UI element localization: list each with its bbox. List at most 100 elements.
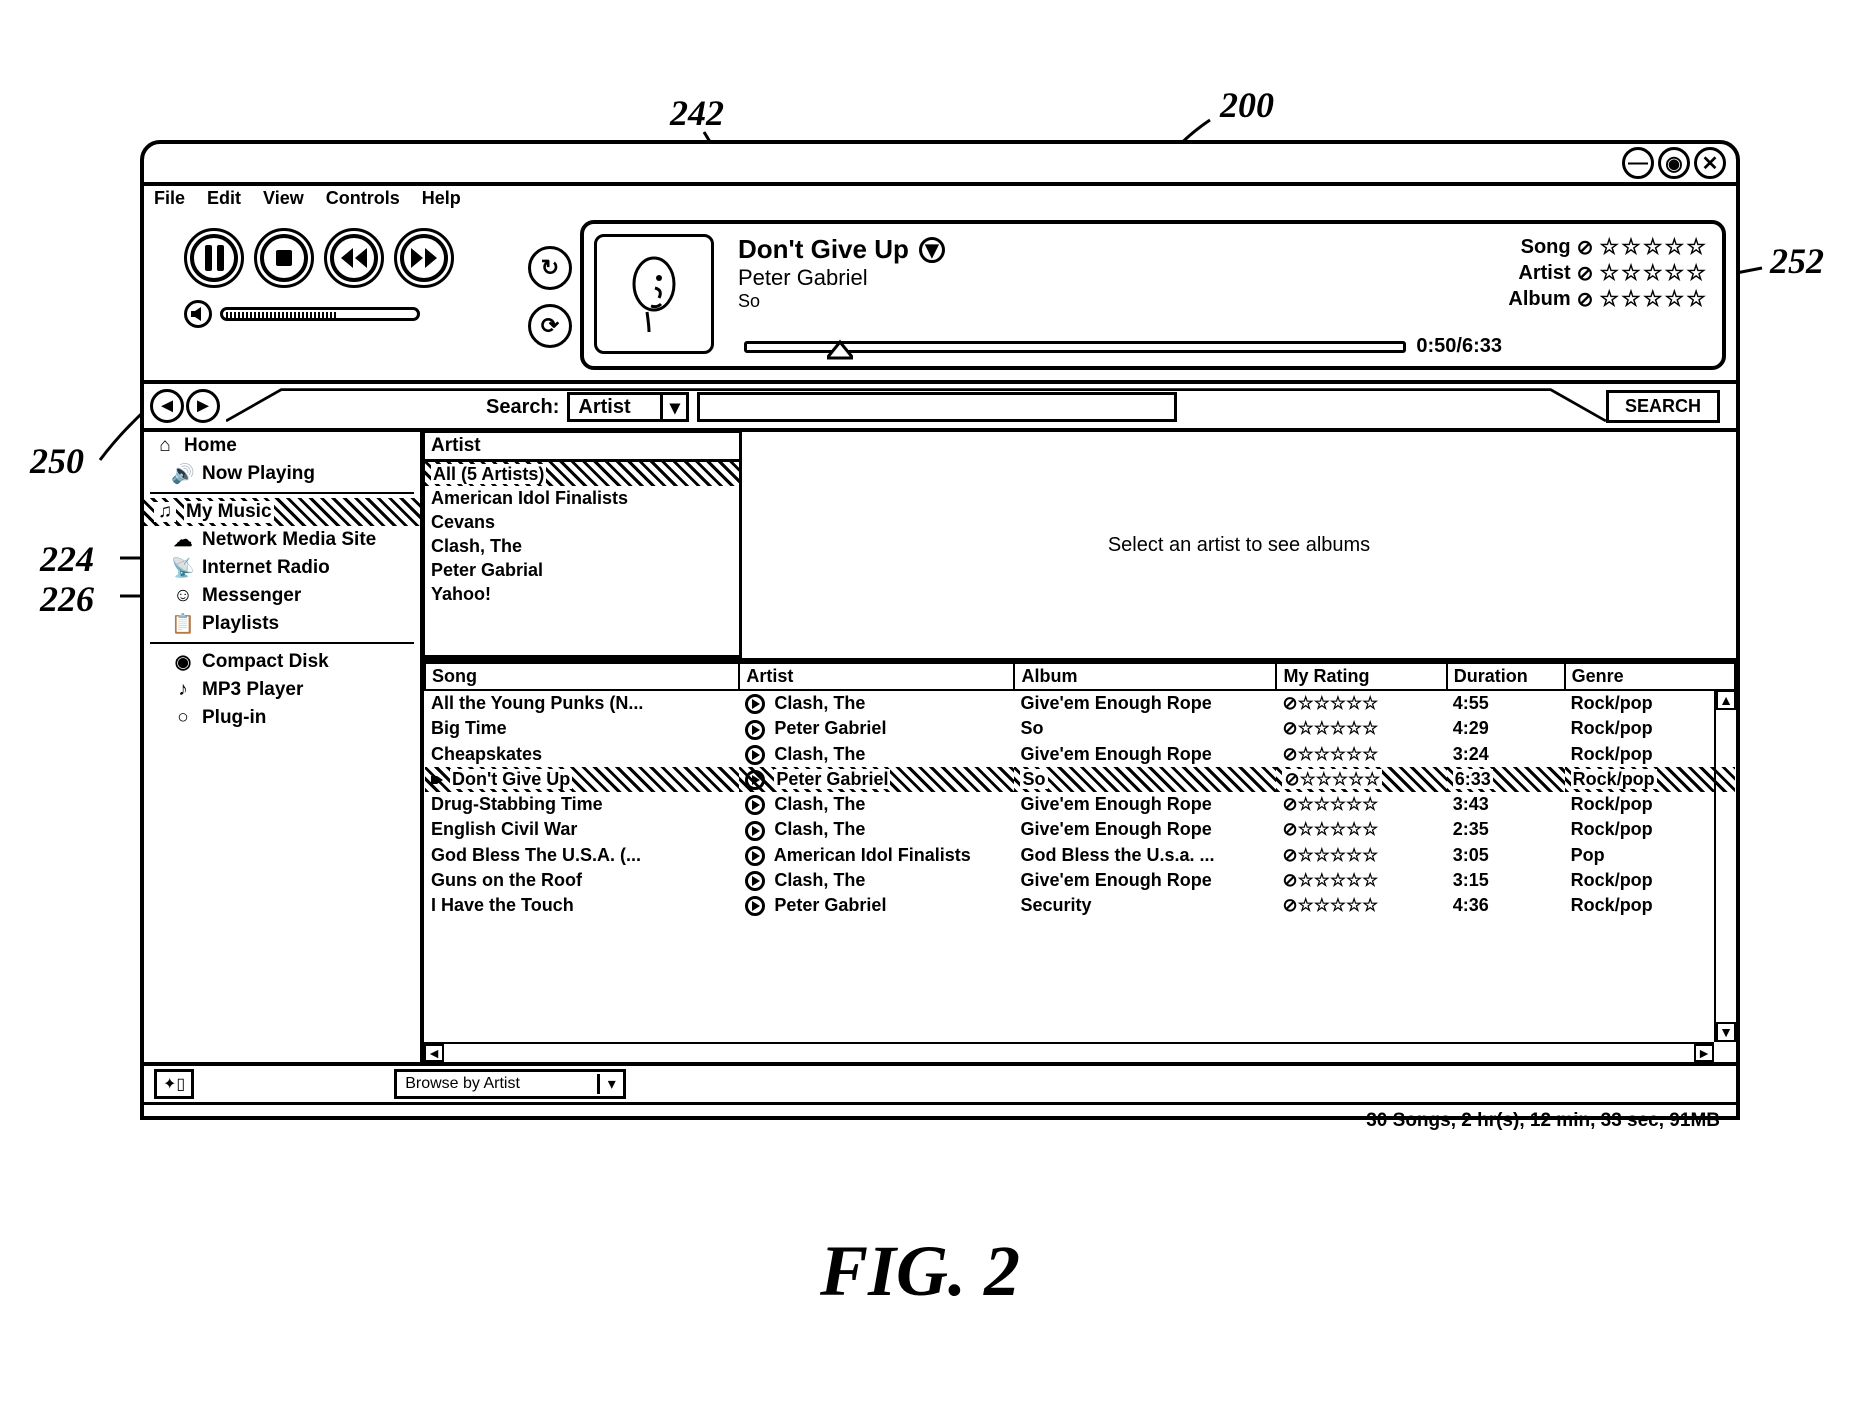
menu-controls[interactable]: Controls [326, 188, 400, 212]
close-button[interactable]: ✕ [1694, 147, 1726, 179]
no-rating-icon[interactable]: ⊘ [1577, 235, 1594, 260]
pause-button[interactable] [190, 234, 238, 282]
menu-file[interactable]: File [154, 188, 185, 212]
rating-song-stars[interactable]: ☆☆☆☆☆ [1599, 234, 1708, 260]
sidebar-item-now-playing[interactable]: 🔊Now Playing [144, 460, 420, 488]
table-row[interactable]: God Bless The U.S.A. (... American Idol … [425, 843, 1735, 868]
sidebar-item-plugin[interactable]: ○Plug-in [144, 704, 420, 732]
col-album[interactable]: Album [1014, 663, 1276, 690]
repeat-button[interactable]: ⟳ [528, 304, 572, 348]
vertical-scrollbar[interactable]: ▲▼ [1714, 690, 1736, 1042]
sidebar-item-messenger[interactable]: ☺Messenger [144, 582, 420, 610]
sidebar: ⌂Home 🔊Now Playing ♫My Music ☁Network Me… [144, 432, 424, 1062]
minimize-button[interactable]: — [1622, 147, 1654, 179]
status-bar: 30 Songs, 2 hr(s), 12 min, 33 sec, 91MB [144, 1102, 1736, 1136]
rating-artist-stars[interactable]: ☆☆☆☆☆ [1599, 260, 1708, 286]
table-row[interactable]: Big Time Peter GabrielSo⊘☆☆☆☆☆4:29Rock/p… [425, 716, 1735, 741]
nav-back-button[interactable]: ◄ [150, 389, 184, 423]
horizontal-scrollbar[interactable]: ◄► [424, 1042, 1714, 1062]
play-icon[interactable] [745, 770, 765, 790]
titlebar: — ◉ ✕ [144, 144, 1736, 186]
table-row[interactable]: Guns on the Roof Clash, TheGive'em Enoug… [425, 868, 1735, 893]
menu-edit[interactable]: Edit [207, 188, 241, 212]
no-rating-icon[interactable]: ⊘ [1577, 261, 1594, 286]
search-input[interactable] [697, 392, 1177, 422]
sidebar-item-home[interactable]: ⌂Home [144, 432, 420, 460]
volume-slider[interactable] [220, 307, 420, 321]
circle-icon: ○ [172, 708, 194, 728]
np-artist: Peter Gabriel [738, 265, 945, 291]
chevron-down-icon: ▾ [660, 395, 686, 420]
play-icon[interactable] [745, 846, 765, 866]
artist-list-header: Artist [425, 433, 739, 462]
table-row[interactable]: All the Young Punks (N... Clash, TheGive… [425, 690, 1735, 716]
table-row[interactable]: I Have the Touch Peter GabrielSecurity⊘☆… [425, 893, 1735, 918]
artist-row-all[interactable]: All (5 Artists) [425, 462, 739, 486]
play-icon[interactable] [745, 694, 765, 714]
artist-row[interactable]: American Idol Finalists [425, 486, 739, 510]
artist-row[interactable]: Peter Gabrial [425, 558, 739, 582]
stop-button[interactable] [260, 234, 308, 282]
main-panel: Artist All (5 Artists) American Idol Fin… [424, 432, 1736, 1062]
col-artist[interactable]: Artist [739, 663, 1014, 690]
prev-button[interactable] [330, 234, 378, 282]
play-icon[interactable] [745, 745, 765, 765]
app-window: — ◉ ✕ File Edit View Controls Help ↻ ⟳ [140, 140, 1740, 1120]
mute-button[interactable] [184, 300, 212, 328]
col-genre[interactable]: Genre [1565, 663, 1735, 690]
artist-row[interactable]: Cevans [425, 510, 739, 534]
network-icon: ☁ [172, 530, 194, 550]
sidebar-item-my-music[interactable]: ♫My Music [144, 498, 420, 526]
artist-row[interactable]: Clash, The [425, 534, 739, 558]
progress-time: 0:50/6:33 [1416, 335, 1502, 358]
songs-table: Song Artist Album My Rating Duration Gen… [424, 662, 1736, 918]
no-rating-icon[interactable]: ⊘ [1577, 287, 1594, 312]
status-text: 30 Songs, 2 hr(s), 12 min, 33 sec, 91MB [1366, 1110, 1720, 1132]
search-field-value: Artist [570, 396, 660, 419]
np-dropdown-icon[interactable]: ▾ [919, 237, 945, 263]
table-row[interactable]: Cheapskates Clash, TheGive'em Enough Rop… [425, 742, 1735, 767]
play-icon[interactable] [745, 720, 765, 740]
figure-label: FIG. 2 [820, 1230, 1020, 1313]
sidebar-item-cd[interactable]: ◉Compact Disk [144, 648, 420, 676]
col-song[interactable]: Song [425, 663, 739, 690]
rating-album-stars[interactable]: ☆☆☆☆☆ [1599, 286, 1708, 312]
menu-view[interactable]: View [263, 188, 304, 212]
menu-help[interactable]: Help [422, 188, 461, 212]
aux-buttons: ↻ ⟳ [524, 214, 576, 380]
play-icon[interactable] [745, 795, 765, 815]
search-bar: ◄ ► Search: Artist ▾ SEARCH [144, 384, 1736, 432]
col-rating[interactable]: My Rating [1276, 663, 1446, 690]
np-album: So [738, 291, 945, 312]
search-field-select[interactable]: Artist ▾ [567, 392, 689, 422]
smile-icon: ☺ [172, 586, 194, 606]
sidebar-item-playlists[interactable]: 📋Playlists [144, 610, 420, 638]
col-duration[interactable]: Duration [1447, 663, 1565, 690]
chevron-down-icon: ▾ [597, 1074, 623, 1094]
table-row[interactable]: Drug-Stabbing Time Clash, TheGive'em Eno… [425, 792, 1735, 817]
play-icon[interactable] [745, 821, 765, 841]
nav-fwd-button[interactable]: ► [186, 389, 220, 423]
now-playing-display: Don't Give Up ▾ Peter Gabriel So 0:50/6:… [580, 220, 1726, 370]
songs-table-container: Song Artist Album My Rating Duration Gen… [424, 662, 1736, 1062]
maximize-button[interactable]: ◉ [1658, 147, 1690, 179]
sidebar-item-radio[interactable]: 📡Internet Radio [144, 554, 420, 582]
progress-thumb[interactable] [827, 338, 853, 360]
play-icon[interactable] [745, 896, 765, 916]
footer-add-button[interactable]: ✦▯ [154, 1069, 194, 1099]
player-panel: ↻ ⟳ Don't Give Up ▾ Peter Gabriel So 0:5… [144, 214, 1736, 384]
play-icon[interactable] [745, 871, 765, 891]
progress-slider[interactable] [744, 341, 1406, 353]
menubar: File Edit View Controls Help [144, 186, 1736, 214]
table-row[interactable]: English Civil War Clash, TheGive'em Enou… [425, 817, 1735, 842]
table-row[interactable]: Don't Give Up Peter GabrielSo⊘☆☆☆☆☆6:33R… [425, 767, 1735, 792]
artist-row[interactable]: Yahoo! [425, 582, 739, 606]
search-button[interactable]: SEARCH [1606, 390, 1720, 423]
next-button[interactable] [400, 234, 448, 282]
antenna-icon: 📡 [172, 558, 194, 578]
rating-song-label: Song [1521, 236, 1571, 259]
browse-by-select[interactable]: Browse by Artist ▾ [394, 1069, 626, 1099]
sidebar-item-network[interactable]: ☁Network Media Site [144, 526, 420, 554]
shuffle-button[interactable]: ↻ [528, 246, 572, 290]
sidebar-item-mp3[interactable]: ♪MP3 Player [144, 676, 420, 704]
